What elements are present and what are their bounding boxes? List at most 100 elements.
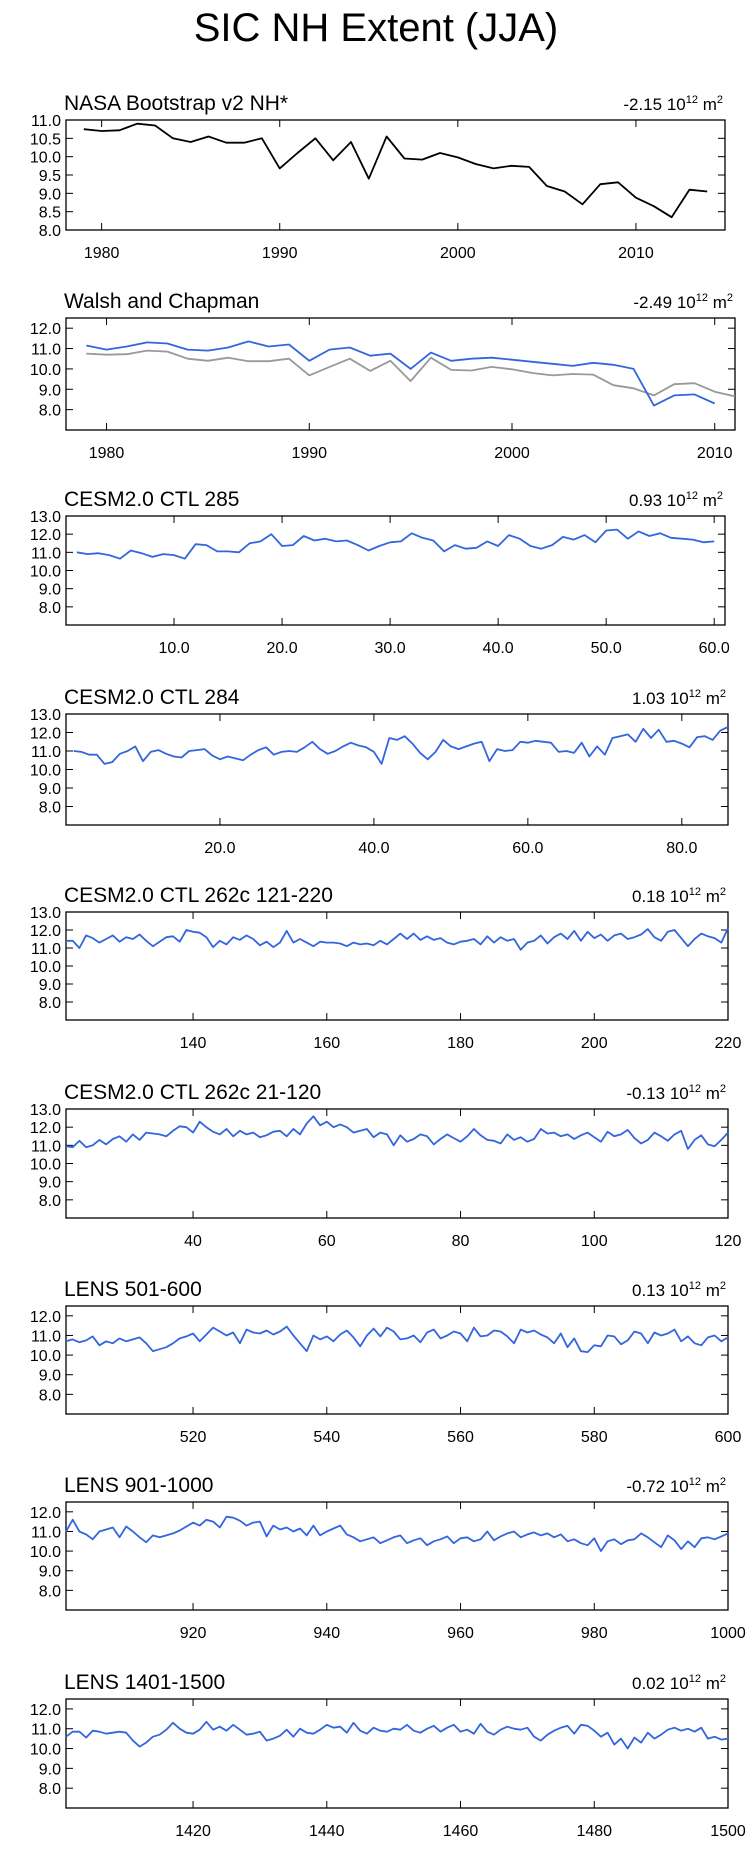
trend-label: -2.49 1012 m2	[633, 292, 733, 312]
trend-unit-exponent: 2	[720, 688, 726, 700]
series-line-1	[83, 122, 708, 219]
trend-value: 0.02 10	[632, 1674, 689, 1693]
plot-frame	[65, 713, 729, 826]
y-tick-label: 9.0	[39, 1761, 61, 1778]
y-tick-label: 10.0	[30, 362, 61, 379]
trend-unit-exponent: 2	[720, 1476, 726, 1488]
x-tick-label: 60.0	[699, 640, 730, 657]
x-tick-label: 220	[715, 1035, 742, 1052]
y-tick-label: 10.0	[30, 763, 61, 780]
trend-unit: m	[698, 95, 717, 114]
trend-unit: m	[701, 689, 720, 708]
x-tick-label: 160	[313, 1035, 340, 1052]
y-tick-label: 8.0	[39, 995, 61, 1012]
x-tick-label: 1980	[84, 245, 120, 262]
y-tick-label: 10.0	[30, 1544, 61, 1561]
series-line-2	[86, 340, 716, 407]
trend-unit: m	[701, 1674, 720, 1693]
y-tick-label: 11.0	[31, 545, 61, 562]
series-line-1	[73, 726, 729, 765]
x-tick-label: 1480	[576, 1823, 612, 1840]
plot-frame	[65, 1305, 729, 1415]
panel-title: NASA Bootstrap v2 NH*	[64, 92, 288, 115]
x-tick-label: 1500	[710, 1823, 746, 1840]
x-tick-label: 540	[313, 1429, 340, 1446]
trend-exponent: 12	[689, 1083, 701, 1095]
trend-unit-exponent: 2	[717, 94, 723, 106]
x-tick-label: 1980	[89, 445, 125, 462]
x-tick-label: 2000	[440, 245, 476, 262]
x-tick-label: 960	[447, 1625, 474, 1642]
y-tick-label: 9.5	[39, 168, 61, 185]
trend-value: 0.13 10	[632, 1281, 689, 1300]
x-tick-label: 920	[180, 1625, 207, 1642]
y-tick-label: 9.0	[39, 781, 61, 798]
x-tick-label: 1420	[175, 1823, 211, 1840]
x-tick-label: 1990	[262, 245, 298, 262]
x-tick-label: 1460	[443, 1823, 479, 1840]
chart-panel-5: CESM2.0 CTL 262c 121-220 0.18 1012 m2 8.09…	[30, 884, 742, 1052]
trend-exponent: 12	[686, 94, 698, 106]
series-line-1	[86, 349, 736, 398]
x-tick-label: 20.0	[204, 840, 235, 857]
y-tick-label: 9.0	[39, 1368, 61, 1385]
panel-title: CESM2.0 CTL 262c 21-120	[64, 1081, 321, 1104]
x-tick-label: 40.0	[358, 840, 389, 857]
x-tick-label: 2010	[697, 445, 733, 462]
panel-title: CESM2.0 CTL 262c 121-220	[64, 884, 333, 907]
panel-title: LENS 1401-1500	[64, 1671, 225, 1694]
x-tick-label: 580	[581, 1429, 608, 1446]
y-tick-label: 9.0	[39, 382, 61, 399]
trend-unit-exponent: 2	[717, 490, 723, 502]
y-tick-label: 8.0	[39, 1583, 61, 1600]
trend-value: -0.72 10	[626, 1477, 688, 1496]
x-tick-label: 1990	[291, 445, 327, 462]
x-tick-label: 40.0	[483, 640, 514, 657]
y-tick-label: 8.5	[39, 205, 61, 222]
plot-frame	[65, 1698, 729, 1809]
y-tick-label: 10.5	[30, 131, 61, 148]
x-tick-label: 60.0	[512, 840, 543, 857]
chart-panel-9: LENS 1401-1500 0.02 1012 m2 8.0 9.0 10.0 11.0…	[30, 1671, 746, 1840]
y-tick-label: 12.0	[30, 726, 61, 743]
x-tick-label: 560	[447, 1429, 474, 1446]
y-tick-label: 9.0	[39, 1564, 61, 1581]
x-tick-label: 80.0	[666, 840, 697, 857]
y-tick-label: 11.0	[31, 1328, 61, 1345]
trend-unit: m	[701, 1084, 720, 1103]
y-tick-label: 13.0	[30, 905, 61, 922]
y-tick-label: 12.0	[30, 1309, 61, 1326]
chart-panel-6: CESM2.0 CTL 262c 21-120 -0.13 1012 m2 8.09…	[30, 1081, 742, 1250]
trend-unit-exponent: 2	[720, 1083, 726, 1095]
y-tick-label: 12.0	[30, 1505, 61, 1522]
y-tick-label: 8.0	[39, 403, 61, 420]
trend-exponent: 12	[689, 886, 701, 898]
chart-panel-4: CESM2.0 CTL 284 1.03 1012 m2 8.0 9.010.0 11.…	[30, 686, 729, 857]
x-tick-label: 140	[180, 1035, 207, 1052]
x-tick-label: 180	[447, 1035, 474, 1052]
y-tick-label: 9.0	[39, 1175, 61, 1192]
x-tick-label: 20.0	[266, 640, 297, 657]
plot-frame	[65, 317, 736, 431]
panel-title: CESM2.0 CTL 285	[64, 488, 239, 511]
y-tick-label: 12.0	[30, 1120, 61, 1137]
y-tick-label: 10.0	[30, 1742, 61, 1759]
series-line-1	[66, 927, 729, 951]
trend-label: 0.02 1012 m2	[632, 1673, 726, 1693]
trend-unit: m	[701, 1281, 720, 1300]
chart-panel-7: LENS 501-600 0.13 1012 m2 8.0 9.0 10.0 11.0 12…	[30, 1278, 742, 1446]
y-tick-label: 11.0	[31, 342, 61, 359]
x-tick-label: 1000	[710, 1625, 746, 1642]
trend-label: -0.72 1012 m2	[626, 1476, 726, 1496]
trend-unit-exponent: 2	[727, 292, 733, 304]
x-tick-label: 200	[581, 1035, 608, 1052]
y-tick-label: 11.0	[31, 941, 61, 958]
x-tick-label: 60	[318, 1233, 336, 1250]
trend-unit: m	[698, 491, 717, 510]
y-tick-label: 12.0	[30, 923, 61, 940]
trend-label: 1.03 1012 m2	[632, 688, 726, 708]
x-tick-label: 80	[452, 1233, 470, 1250]
trend-exponent: 12	[689, 1280, 701, 1292]
trend-label: 0.18 1012 m2	[632, 886, 726, 906]
trend-unit-exponent: 2	[720, 886, 726, 898]
